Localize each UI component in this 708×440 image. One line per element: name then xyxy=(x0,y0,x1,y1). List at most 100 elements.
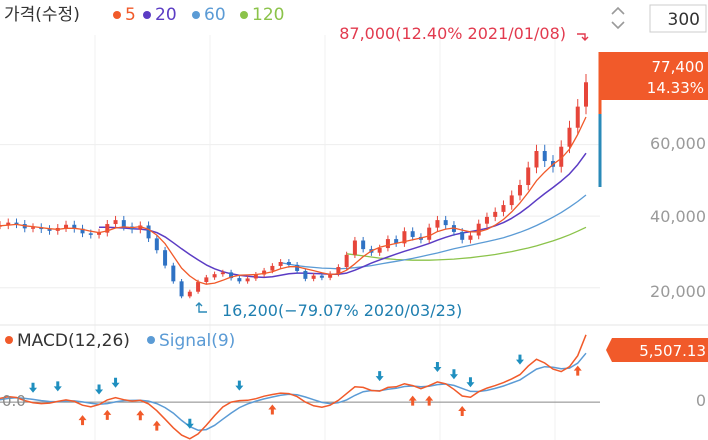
arrow-up-icon xyxy=(425,395,434,406)
macd-badge-pointer xyxy=(606,338,612,362)
current-price-value: 77,400 xyxy=(652,58,705,76)
ma20-legend-label: 20 xyxy=(155,5,177,25)
candle-body xyxy=(253,274,258,279)
candle-body xyxy=(163,250,168,266)
macd-current-badge xyxy=(612,338,708,362)
candle-body xyxy=(468,235,473,240)
candle-body xyxy=(319,275,324,278)
candle-body xyxy=(14,222,19,225)
candle-body xyxy=(64,224,69,228)
candle-body xyxy=(154,238,159,251)
candle-body xyxy=(584,82,588,107)
arrow-down-icon xyxy=(433,361,442,372)
ma120-legend-label: 120 xyxy=(252,5,284,25)
arrow-down-icon xyxy=(515,354,524,365)
candle-body xyxy=(394,239,399,244)
low-marker-arrow-icon xyxy=(195,302,207,313)
candle-body xyxy=(262,270,267,275)
candle-body xyxy=(204,277,209,283)
candle-body xyxy=(171,265,176,282)
arrow-down-icon xyxy=(111,377,120,388)
signal-legend-dot xyxy=(147,336,155,344)
high-price-annotation: 87,000(12.40% 2021/01/08) xyxy=(339,24,566,43)
arrow-down-icon xyxy=(235,380,244,391)
arrow-down-icon xyxy=(449,369,458,380)
price-y-axis: 60,000 40,000 20,000 xyxy=(650,134,706,301)
candle-body xyxy=(352,240,357,255)
candle-body xyxy=(328,273,333,278)
macd-zero-tick: 0 xyxy=(696,391,706,410)
low-price-annotation: 16,200(−79.07% 2020/03/23) xyxy=(222,301,462,320)
candle-body xyxy=(385,239,390,249)
current-price-change: 14.33% xyxy=(647,79,704,97)
ma5-legend-label: 5 xyxy=(125,5,136,25)
arrow-up-icon xyxy=(103,409,112,420)
timeframe-stepper[interactable]: 300 xyxy=(611,4,707,33)
candle-body xyxy=(179,281,184,297)
candle-body xyxy=(460,231,465,240)
candle-body xyxy=(245,278,250,282)
macd-current-value: 5,507.13 xyxy=(639,342,706,360)
candle-body xyxy=(47,229,52,231)
candle-body xyxy=(476,223,481,236)
candle-body xyxy=(377,248,382,253)
arrow-up-icon xyxy=(458,406,467,416)
y-tick-label: 60,000 xyxy=(650,134,706,153)
arrow-up-icon xyxy=(408,395,417,406)
ma60-line xyxy=(280,194,587,270)
arrow-up-icon xyxy=(573,365,582,376)
candle-body xyxy=(212,274,217,278)
arrow-up-icon xyxy=(136,410,145,421)
arrow-down-icon xyxy=(375,371,384,382)
candle-body xyxy=(575,106,580,128)
candle-body xyxy=(534,151,539,168)
candle-body xyxy=(80,228,85,234)
y-tick-label: 40,000 xyxy=(650,207,706,226)
candle-body xyxy=(402,231,407,244)
timeframe-input[interactable] xyxy=(649,4,707,33)
price-series-group xyxy=(0,73,588,299)
chevron-down-icon[interactable] xyxy=(611,21,625,30)
candle-body xyxy=(146,225,151,239)
ma120-legend-dot xyxy=(240,11,248,19)
timeframe-value[interactable]: 300 xyxy=(668,10,700,30)
candle-body xyxy=(303,270,308,279)
candle-body xyxy=(559,146,564,167)
candle-body xyxy=(105,224,110,233)
candle-body xyxy=(6,222,11,226)
macd-series-group xyxy=(0,334,600,440)
macd-zero-label: 0.0 xyxy=(2,392,26,410)
price-legend: 가격(수정) 5 20 60 120 xyxy=(4,5,284,25)
candle-body xyxy=(542,151,547,162)
candle-body xyxy=(121,220,126,227)
candle-body xyxy=(113,220,118,225)
ma60-legend-label: 60 xyxy=(204,5,226,25)
candle-body xyxy=(286,262,291,265)
arrow-up-icon xyxy=(78,415,87,426)
candle-body xyxy=(501,205,506,212)
signal-line xyxy=(0,352,587,431)
candle-body xyxy=(336,267,341,274)
ma120-line xyxy=(346,226,587,261)
arrow-down-icon xyxy=(466,377,475,388)
candle-body xyxy=(270,265,275,271)
y-tick-label: 20,000 xyxy=(650,282,706,301)
chevron-up-icon[interactable] xyxy=(611,6,625,15)
ma5-legend-dot xyxy=(113,11,121,19)
candle-body xyxy=(72,224,77,229)
candle-body xyxy=(196,282,201,292)
candle-body xyxy=(443,220,448,226)
candle-body xyxy=(435,220,440,228)
macd-legend: MACD(12,26) Signal(9) xyxy=(5,331,235,351)
arrow-down-icon xyxy=(53,381,62,392)
ma20-line xyxy=(99,152,587,279)
macd-line xyxy=(0,334,587,440)
ma5-line xyxy=(0,116,587,285)
ma60-legend-dot xyxy=(192,11,200,19)
candle-body xyxy=(361,240,366,250)
candle-body xyxy=(509,195,514,206)
candle-body xyxy=(220,272,225,275)
candle-body xyxy=(493,211,498,217)
candle-body xyxy=(295,264,300,271)
